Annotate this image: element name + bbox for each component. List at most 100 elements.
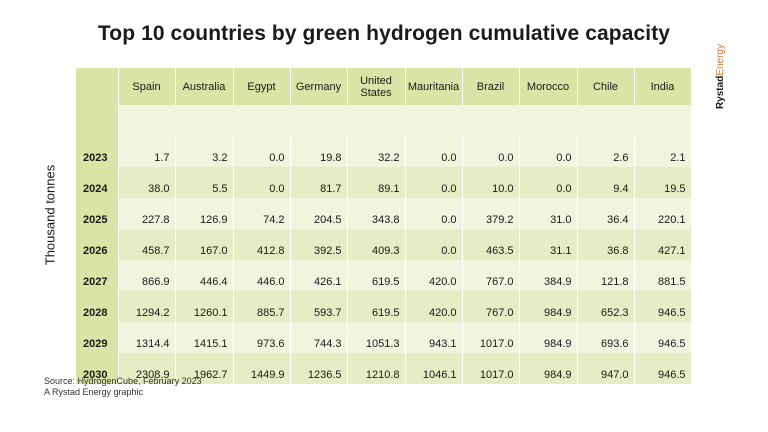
table-cell: 384.9	[519, 260, 578, 291]
table-cell: 0.0	[462, 136, 520, 167]
table-cell: 74.2	[233, 198, 291, 229]
table-cell: 593.7	[290, 291, 348, 322]
brand-logo-light: Energy	[715, 44, 726, 76]
table-cell: 36.8	[577, 229, 635, 260]
table-cell: 10.0	[462, 167, 520, 198]
table-cell: 1314.4	[118, 322, 176, 353]
table-header-row: Spain Australia Egypt Germany United States Ma…	[76, 68, 692, 105]
column-header-spain: Spain	[118, 68, 176, 105]
table-cell: 9.4	[577, 167, 635, 198]
table-cell: 943.1	[405, 322, 463, 353]
row-year-label: 2024	[76, 167, 119, 198]
table-cell: 0.0	[405, 229, 463, 260]
table-cell: 1210.8	[347, 353, 406, 384]
table-cell: 392.5	[290, 229, 348, 260]
table-cell: 973.6	[233, 322, 291, 353]
column-header-mauritania: Mauritania	[405, 68, 463, 105]
table-cell: 1.7	[118, 136, 176, 167]
table-cell: 121.8	[577, 260, 635, 291]
table-cell: 1962.7	[175, 353, 234, 384]
table-cell: 1046.1	[405, 353, 463, 384]
table-cell: 19.5	[634, 167, 692, 198]
table-cell: 31.0	[519, 198, 578, 229]
source-line: Source: HydrogenCube, February 2023	[44, 376, 202, 386]
table-cell: 744.3	[290, 322, 348, 353]
table-cell: 0.0	[405, 167, 463, 198]
table-cell: 2.6	[577, 136, 635, 167]
table-cell: 0.0	[405, 136, 463, 167]
table-cell: 1449.9	[233, 353, 291, 384]
table-cell: 420.0	[405, 260, 463, 291]
table-cell: 1260.1	[175, 291, 234, 322]
table-cell: 652.3	[577, 291, 635, 322]
column-header-india: India	[634, 68, 692, 105]
table-row: 2026 458.7 167.0 412.8 392.5 409.3 0.0 463.5 31.…	[76, 229, 692, 260]
brand-logo-bold: Rystad	[715, 75, 726, 110]
table-row: 2028 1294.2 1260.1 885.7 593.7 619.5 420.0 767.…	[76, 291, 692, 322]
row-year-label: 2026	[76, 229, 119, 260]
row-year-label: 2030	[76, 353, 119, 384]
table-row: 2025 227.8 126.9 74.2 204.5 343.8 0.0 379.2 31.0…	[76, 198, 692, 229]
table-cell: 984.9	[519, 322, 578, 353]
table-row: 2030 2308.9 1962.7 1449.9 1236.5 1210.8 1046.1…	[76, 353, 692, 384]
table-cell: 446.0	[233, 260, 291, 291]
y-axis-label-wrap: Thousand tonnes	[40, 160, 60, 270]
table-cell: 881.5	[634, 260, 692, 291]
table-cell: 984.9	[519, 353, 578, 384]
table-cell: 458.7	[118, 229, 176, 260]
table-cell: 412.8	[233, 229, 291, 260]
table-cell: 767.0	[462, 260, 520, 291]
table-cell: 126.9	[175, 198, 234, 229]
column-header-egypt: Egypt	[233, 68, 291, 105]
row-year-label: 2023	[76, 136, 119, 167]
table-cell: 19.8	[290, 136, 348, 167]
table-cell: 767.0	[462, 291, 520, 322]
source-note: Source: HydrogenCube, February 2023 A Ry…	[44, 376, 202, 398]
table-cell: 38.0	[118, 167, 176, 198]
table-cell: 0.0	[405, 198, 463, 229]
table-row: 2029 1314.4 1415.1 973.6 744.3 1051.3 943.1 101…	[76, 322, 692, 353]
table-cell: 446.4	[175, 260, 234, 291]
table-cell: 36.4	[577, 198, 635, 229]
table-cell: 946.5	[634, 322, 692, 353]
table-cell: 89.1	[347, 167, 406, 198]
table-cell: 1415.1	[175, 322, 234, 353]
table-cell: 167.0	[175, 229, 234, 260]
column-header-brazil: Brazil	[462, 68, 520, 105]
table-cell: 3.2	[175, 136, 234, 167]
table-cell: 885.7	[233, 291, 291, 322]
table-cell: 32.2	[347, 136, 406, 167]
credit-line: A Rystad Energy graphic	[44, 387, 144, 397]
table-cell: 220.1	[634, 198, 692, 229]
table-cell: 5.5	[175, 167, 234, 198]
table-cell: 947.0	[577, 353, 635, 384]
table-cell: 866.9	[118, 260, 176, 291]
brand-logo: RystadEnergy	[715, 44, 726, 110]
table-cell: 946.5	[634, 353, 692, 384]
table-cell: 1017.0	[462, 353, 520, 384]
row-year-label: 2028	[76, 291, 119, 322]
table-cell: 0.0	[233, 136, 291, 167]
table-cell: 463.5	[462, 229, 520, 260]
y-axis-label: Thousand tonnes	[42, 164, 58, 266]
table-cell: 693.6	[577, 322, 635, 353]
table-cell: 426.1	[290, 260, 348, 291]
table-cell: 946.5	[634, 291, 692, 322]
table-cell: 31.1	[519, 229, 578, 260]
row-year-label: 2025	[76, 198, 119, 229]
table-cell: 227.8	[118, 198, 176, 229]
column-header-chile: Chile	[577, 68, 635, 105]
column-header-germany: Germany	[290, 68, 348, 105]
table-cell: 0.0	[233, 167, 291, 198]
column-header-united-states: United States	[347, 68, 406, 105]
table-cell: 81.7	[290, 167, 348, 198]
table-cell: 619.5	[347, 291, 406, 322]
table-row: 2024 38.0 5.5 0.0 81.7 89.1 0.0 10.0 0.0 9.4 19.5	[76, 167, 692, 198]
table-cell: 1294.2	[118, 291, 176, 322]
table-row: 2027 866.9 446.4 446.0 426.1 619.5 420.0 767.0 3…	[76, 260, 692, 291]
table-cell: 2.1	[634, 136, 692, 167]
table-cell: 0.0	[519, 136, 578, 167]
table-cell: 1051.3	[347, 322, 406, 353]
table-spacer-row	[76, 105, 692, 136]
table-cell: 409.3	[347, 229, 406, 260]
